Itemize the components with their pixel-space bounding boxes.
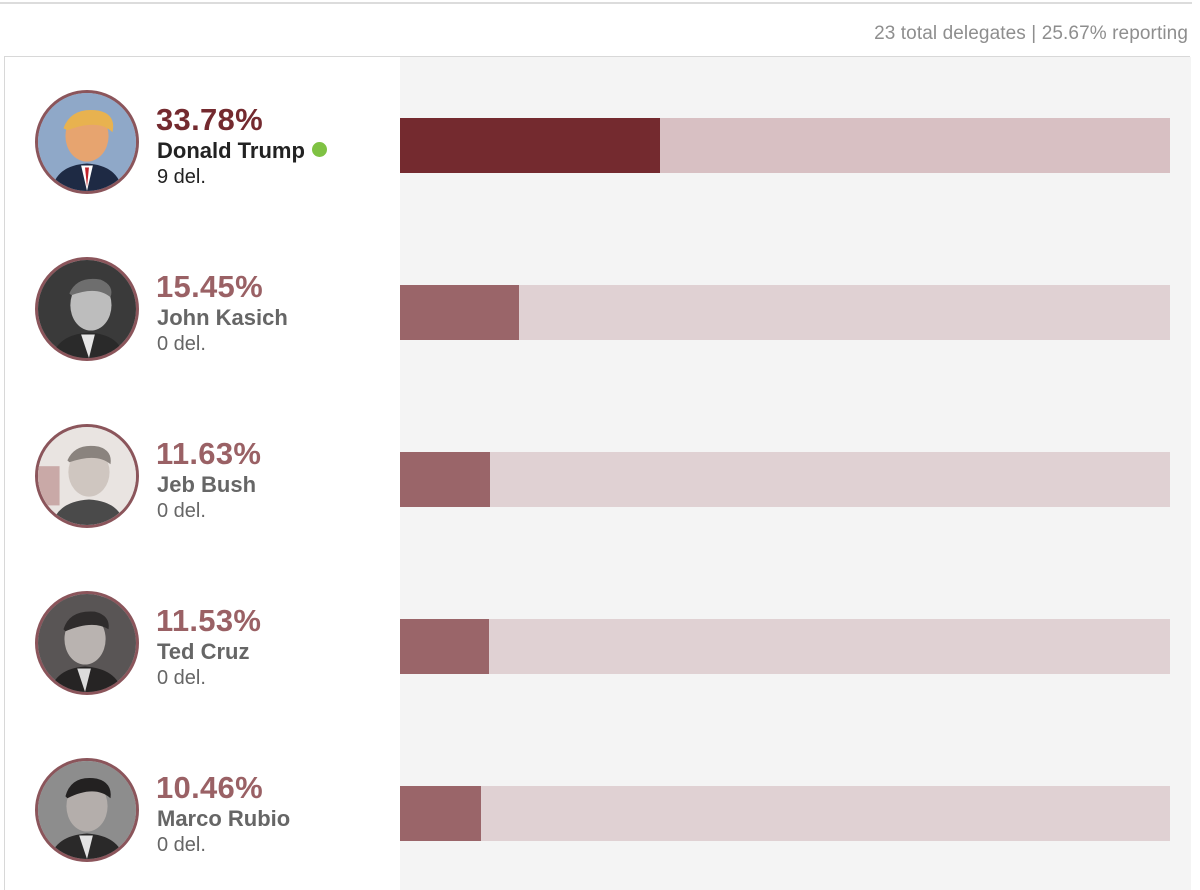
delegate-count: 0 del. — [157, 333, 206, 355]
candidate-name-text: John Kasich — [157, 305, 288, 330]
results-panel: 33.78% Donald Trump 9 del. 15.45% John K… — [4, 56, 1191, 890]
candidate-photo-cruz — [35, 591, 139, 695]
delegate-count: 0 del. — [157, 500, 206, 522]
bar-fill — [400, 285, 519, 340]
candidate-name-text: Donald Trump — [157, 138, 305, 163]
delegate-count: 0 del. — [157, 667, 206, 689]
bar-fill — [400, 118, 661, 173]
candidate-name-text: Ted Cruz — [157, 639, 250, 664]
reporting-summary: 23 total delegates | 25.67% reporting — [874, 23, 1188, 44]
portrait-icon — [38, 427, 136, 525]
candidate-name-text: Jeb Bush — [157, 472, 257, 497]
vote-percentage: 11.63% — [156, 436, 262, 471]
portrait-icon — [38, 93, 136, 191]
candidate-row: 33.78% Donald Trump 9 del. — [5, 90, 1191, 230]
delegate-count: 9 del. — [157, 166, 206, 188]
candidate-row: 10.46% Marco Rubio 0 del. — [5, 758, 1191, 890]
candidate-name: Marco Rubio — [157, 806, 290, 832]
bar-fill — [400, 786, 481, 841]
candidate-name: Jeb Bush — [157, 472, 256, 498]
candidate-photo-bush — [35, 424, 139, 528]
candidate-photo-rubio — [35, 758, 139, 862]
bar-track — [400, 118, 1170, 173]
candidate-name: Donald Trump — [157, 138, 327, 164]
candidate-photo-kasich — [35, 257, 139, 361]
delegate-count: 0 del. — [157, 834, 206, 856]
candidate-row: 11.63% Jeb Bush 0 del. — [5, 424, 1191, 564]
bar-track — [400, 452, 1170, 507]
candidate-name-text: Marco Rubio — [157, 806, 291, 831]
bar-fill — [400, 619, 489, 674]
portrait-icon — [38, 260, 136, 358]
vote-percentage: 33.78% — [156, 102, 263, 137]
vote-percentage: 10.46% — [156, 770, 263, 805]
candidate-row: 11.53% Ted Cruz 0 del. — [5, 591, 1191, 731]
vote-percentage: 15.45% — [156, 269, 263, 304]
vote-percentage: 11.53% — [156, 603, 262, 638]
bar-track — [400, 619, 1170, 674]
top-divider — [0, 0, 1192, 4]
bar-track — [400, 285, 1170, 340]
winner-indicator-icon — [311, 142, 327, 157]
candidate-row: 15.45% John Kasich 0 del. — [5, 257, 1191, 397]
candidate-name: Ted Cruz — [157, 639, 249, 665]
bar-fill — [400, 452, 490, 507]
candidate-photo-trump — [35, 90, 139, 194]
portrait-icon — [38, 594, 136, 692]
candidate-name: John Kasich — [157, 305, 288, 331]
bar-track — [400, 786, 1170, 841]
portrait-icon — [38, 761, 136, 859]
